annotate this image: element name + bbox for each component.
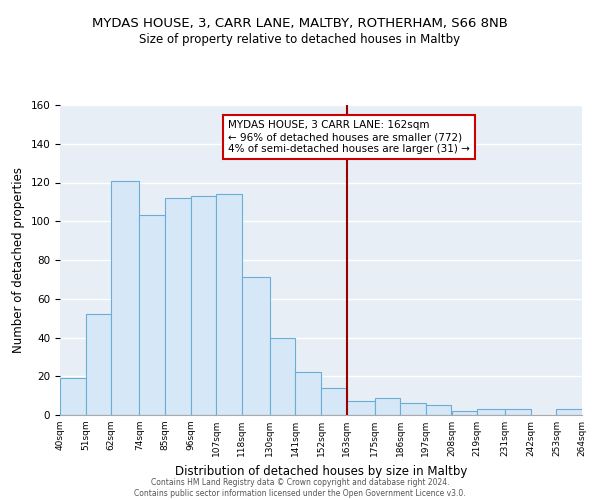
Text: MYDAS HOUSE, 3, CARR LANE, MALTBY, ROTHERHAM, S66 8NB: MYDAS HOUSE, 3, CARR LANE, MALTBY, ROTHE… [92,18,508,30]
Y-axis label: Number of detached properties: Number of detached properties [12,167,25,353]
Bar [477,409,505,415]
Text: MYDAS HOUSE, 3 CARR LANE: 162sqm
← 96% of detached houses are smaller (772)
4% o: MYDAS HOUSE, 3 CARR LANE: 162sqm ← 96% o… [228,120,470,154]
Text: Size of property relative to detached houses in Maltby: Size of property relative to detached ho… [139,32,461,46]
Bar [426,406,451,415]
Bar [270,338,295,415]
Bar [111,180,139,415]
Bar [139,216,165,415]
Bar [242,278,270,415]
Bar [216,194,242,415]
Bar [452,411,477,415]
Bar [400,404,426,415]
Bar [321,388,347,415]
Bar [86,314,111,415]
Bar [556,409,582,415]
Bar [347,402,374,415]
Bar [505,409,531,415]
X-axis label: Distribution of detached houses by size in Maltby: Distribution of detached houses by size … [175,464,467,477]
Bar [60,378,86,415]
Bar [191,196,216,415]
Text: Contains HM Land Registry data © Crown copyright and database right 2024.
Contai: Contains HM Land Registry data © Crown c… [134,478,466,498]
Bar [295,372,321,415]
Bar [165,198,191,415]
Bar [374,398,400,415]
